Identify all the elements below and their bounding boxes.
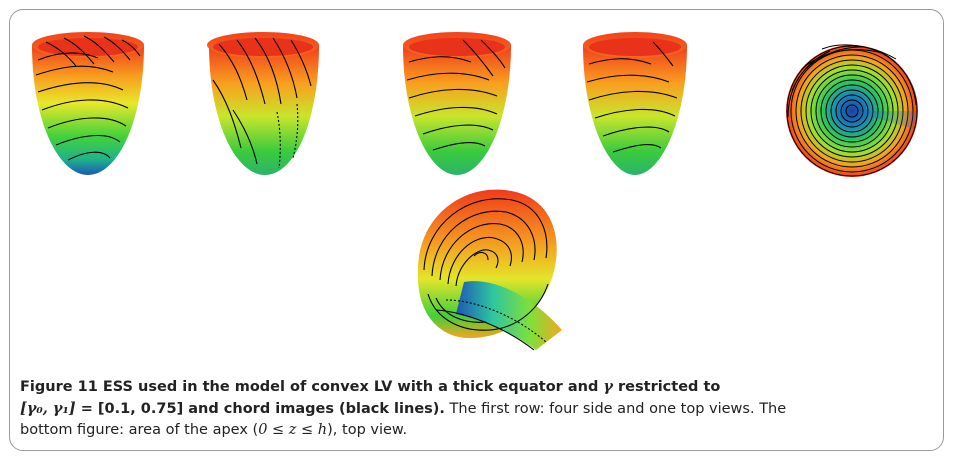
figure-label: Figure 11 bbox=[20, 379, 98, 395]
caption-body-line2b: ), top view. bbox=[327, 422, 408, 438]
side-view-2 bbox=[207, 32, 319, 175]
side-view-4 bbox=[583, 32, 687, 175]
interval-lhs: [γ₀, γ₁] bbox=[20, 400, 76, 417]
figure-panels bbox=[32, 32, 918, 351]
top-view bbox=[786, 44, 918, 177]
apex-top-view bbox=[417, 189, 562, 351]
caption-title-part2: restricted to bbox=[612, 379, 721, 395]
caption-body-line2a: bottom figure: area of the apex ( bbox=[20, 422, 259, 438]
caption-title-part3: ] and chord images (black lines). bbox=[176, 401, 445, 417]
apex-range: 0 ≤ z ≤ h bbox=[258, 422, 328, 438]
interval-equals: = [ bbox=[75, 401, 105, 417]
interval-value: 0.1, 0.75 bbox=[104, 401, 177, 417]
caption-body-line1: The first row: four side and one top vie… bbox=[444, 401, 787, 417]
side-view-1 bbox=[32, 32, 144, 175]
figure-caption: Figure 11 ESS used in the model of conve… bbox=[20, 376, 920, 441]
side-view-3 bbox=[403, 32, 511, 175]
gamma-symbol: γ bbox=[603, 378, 613, 395]
caption-title-part1: ESS used in the model of convex LV with … bbox=[97, 379, 604, 395]
